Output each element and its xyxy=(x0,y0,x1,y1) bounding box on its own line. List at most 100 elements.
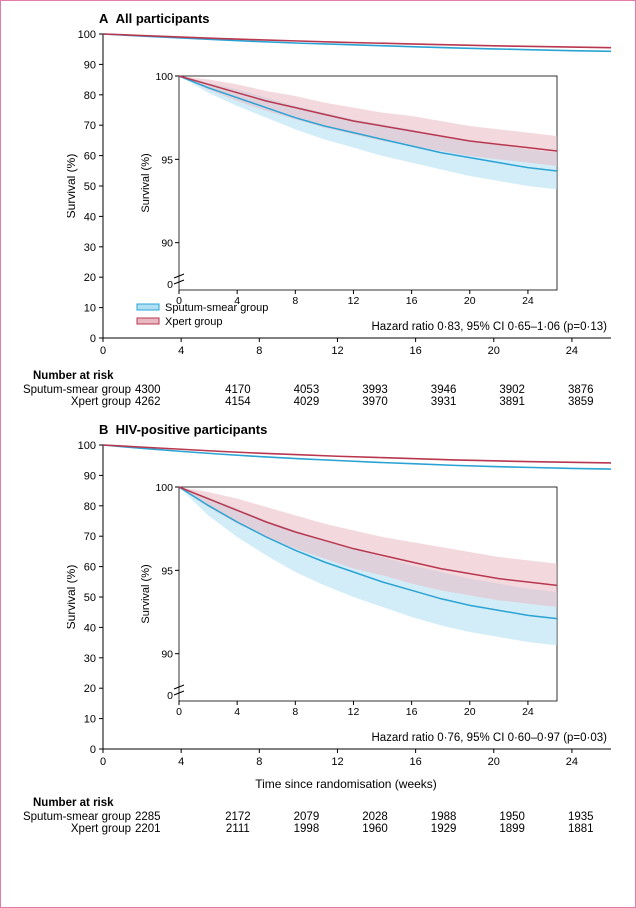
panel-a-title: A All participants xyxy=(99,11,625,26)
risk-value: 1881 xyxy=(546,823,615,835)
risk-value: 1950 xyxy=(478,811,547,823)
svg-text:70: 70 xyxy=(84,531,96,543)
svg-text:10: 10 xyxy=(84,303,96,315)
risk-value: 4154 xyxy=(204,396,273,408)
svg-text:90: 90 xyxy=(161,649,173,661)
risk-label-b2: Xpert group xyxy=(11,823,135,835)
svg-text:90: 90 xyxy=(84,470,96,482)
svg-text:Sputum-smear group: Sputum-smear group xyxy=(165,302,268,314)
svg-text:8: 8 xyxy=(292,706,298,718)
svg-text:Xpert group: Xpert group xyxy=(165,316,222,328)
risk-value: 1988 xyxy=(409,811,478,823)
svg-text:0: 0 xyxy=(176,706,182,718)
svg-text:10: 10 xyxy=(84,714,96,726)
risk-label-a1: Sputum-smear group xyxy=(11,384,135,396)
svg-text:16: 16 xyxy=(406,295,418,307)
svg-text:24: 24 xyxy=(566,756,578,768)
risk-value: 3902 xyxy=(478,384,547,396)
panel-b-chart: 010203040506070809010004812162024Surviva… xyxy=(67,439,615,775)
svg-text:50: 50 xyxy=(84,592,96,604)
svg-text:16: 16 xyxy=(409,345,421,357)
risk-cells-b1: 2285217220792028198819501935 xyxy=(135,811,615,823)
svg-text:50: 50 xyxy=(84,181,96,193)
risk-heading-b: Number at risk xyxy=(33,797,615,809)
svg-text:24: 24 xyxy=(522,295,534,307)
svg-text:80: 80 xyxy=(84,501,96,513)
svg-text:Hazard ratio 0·83, 95% CI 0·65: Hazard ratio 0·83, 95% CI 0·65–1·06 (p=0… xyxy=(371,321,607,333)
svg-text:30: 30 xyxy=(84,242,96,254)
risk-value: 2201 xyxy=(135,823,204,835)
risk-value: 3891 xyxy=(478,396,547,408)
panel-a-chart: 0 10 20 30 40 50 60 70 80 90 100 0 4 8 12 16 20 24 Surviva… xyxy=(67,28,615,364)
svg-text:20: 20 xyxy=(488,756,500,768)
svg-text:100: 100 xyxy=(78,29,96,41)
svg-text:0: 0 xyxy=(100,756,106,768)
svg-text:100: 100 xyxy=(155,482,173,494)
risk-value: 1929 xyxy=(409,823,478,835)
risk-label-b1: Sputum-smear group xyxy=(11,811,135,823)
panel-a-svg: 0 10 20 30 40 50 60 70 80 90 100 0 4 8 12 16 20 24 Surviva… xyxy=(67,28,617,364)
panel-a-letter: A xyxy=(99,11,108,26)
svg-text:40: 40 xyxy=(84,622,96,634)
svg-text:8: 8 xyxy=(292,295,298,307)
svg-text:12: 12 xyxy=(348,706,360,718)
risk-value: 2028 xyxy=(341,811,410,823)
risk-value: 3876 xyxy=(546,384,615,396)
risk-cells-a2: 4262415440293970393138913859 xyxy=(135,396,615,408)
svg-text:16: 16 xyxy=(406,706,418,718)
risk-value: 3946 xyxy=(409,384,478,396)
svg-text:Survival (%): Survival (%) xyxy=(140,153,152,212)
svg-text:95: 95 xyxy=(161,154,173,166)
svg-text:30: 30 xyxy=(84,653,96,665)
svg-text:24: 24 xyxy=(522,706,534,718)
panel-b-letter: B xyxy=(99,422,108,437)
risk-value: 1899 xyxy=(478,823,547,835)
risk-row-a2: Xpert group 4262415440293970393138913859 xyxy=(11,396,615,408)
risk-value: 4053 xyxy=(272,384,341,396)
svg-text:80: 80 xyxy=(84,90,96,102)
risk-heading-a: Number at risk xyxy=(33,370,615,382)
svg-text:0: 0 xyxy=(90,744,96,756)
svg-text:60: 60 xyxy=(84,562,96,574)
risk-row-a1: Sputum-smear group 430041704053399339463… xyxy=(11,384,615,396)
risk-value: 2285 xyxy=(135,811,204,823)
svg-text:100: 100 xyxy=(78,440,96,452)
svg-text:Survival (%): Survival (%) xyxy=(140,564,152,623)
svg-text:90: 90 xyxy=(161,238,173,250)
svg-text:0: 0 xyxy=(167,690,173,702)
panel-b: B HIV-positive participants 010203040506… xyxy=(11,422,625,835)
svg-text:8: 8 xyxy=(256,756,262,768)
x-axis-label: Time since randomisation (weeks) xyxy=(67,777,625,791)
svg-text:Hazard ratio 0·76, 95% CI 0·60: Hazard ratio 0·76, 95% CI 0·60–0·97 (p=0… xyxy=(371,732,607,744)
risk-value: 4262 xyxy=(135,396,204,408)
svg-text:60: 60 xyxy=(84,151,96,163)
figure-container: A All participants 010203040506070809010… xyxy=(0,0,636,908)
risk-cells-b2: 2201211119981960192918991881 xyxy=(135,823,615,835)
svg-text:0: 0 xyxy=(100,345,106,357)
risk-value: 3993 xyxy=(341,384,410,396)
svg-text:4: 4 xyxy=(178,345,184,357)
svg-text:20: 20 xyxy=(84,683,96,695)
risk-value: 2079 xyxy=(272,811,341,823)
svg-text:4: 4 xyxy=(178,756,184,768)
risk-value: 3859 xyxy=(546,396,615,408)
svg-text:40: 40 xyxy=(84,211,96,223)
svg-text:20: 20 xyxy=(84,272,96,284)
svg-text:12: 12 xyxy=(331,756,343,768)
panel-a-risk-table: Number at risk Sputum-smear group 430041… xyxy=(11,370,615,408)
panel-b-title: B HIV-positive participants xyxy=(99,422,625,437)
svg-text:8: 8 xyxy=(256,345,262,357)
svg-text:70: 70 xyxy=(84,120,96,132)
risk-value: 2172 xyxy=(204,811,273,823)
svg-text:24: 24 xyxy=(566,345,578,357)
panel-a: A All participants 010203040506070809010… xyxy=(11,11,625,408)
panel-b-title-text: HIV-positive participants xyxy=(116,422,268,437)
svg-text:100: 100 xyxy=(155,71,173,83)
svg-text:12: 12 xyxy=(331,345,343,357)
svg-text:0: 0 xyxy=(167,279,173,291)
svg-text:4: 4 xyxy=(234,706,240,718)
svg-text:20: 20 xyxy=(464,295,476,307)
risk-value: 4029 xyxy=(272,396,341,408)
risk-value: 3970 xyxy=(341,396,410,408)
risk-value: 4300 xyxy=(135,384,204,396)
